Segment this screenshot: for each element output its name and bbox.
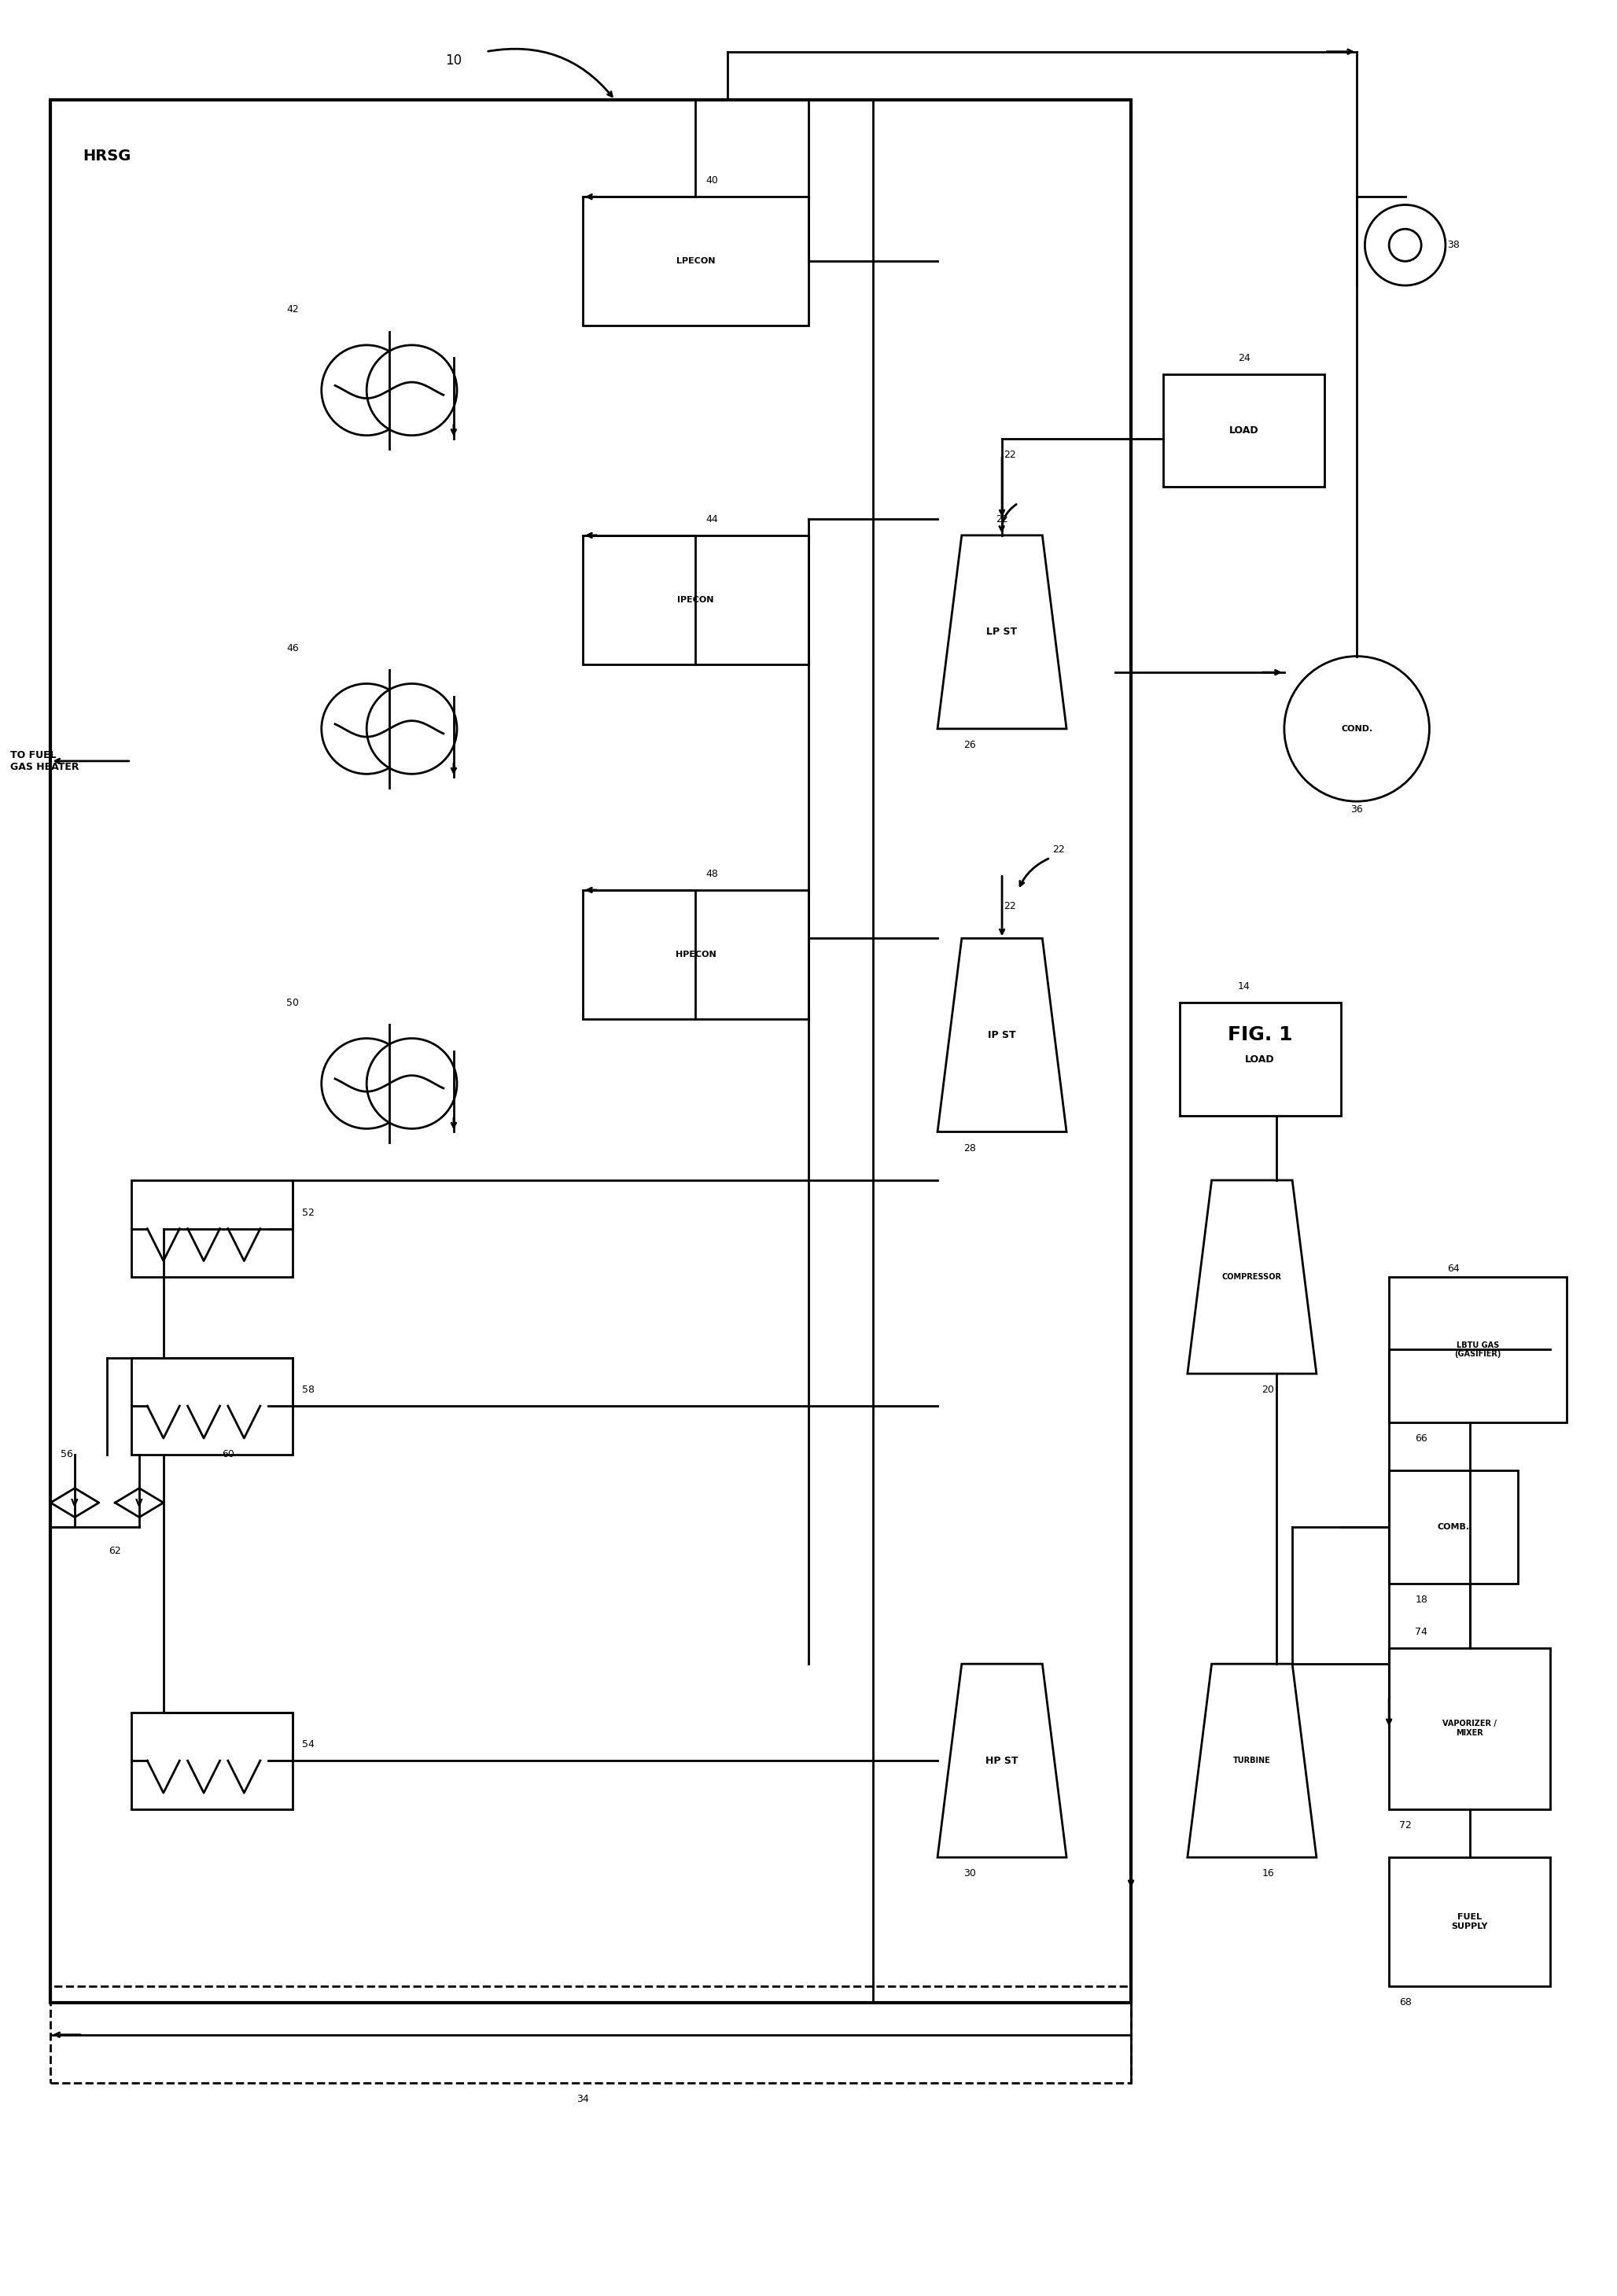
Bar <box>131 1180 293 1277</box>
Text: 62: 62 <box>108 1545 121 1557</box>
Text: 24: 24 <box>1237 354 1250 363</box>
Polygon shape <box>938 939 1067 1132</box>
Text: 16: 16 <box>1261 1869 1274 1878</box>
Bar <box>1389 1649 1551 1809</box>
Text: 22: 22 <box>996 514 1009 523</box>
Polygon shape <box>938 1665 1067 1857</box>
Polygon shape <box>1187 1180 1316 1373</box>
Text: HP ST: HP ST <box>986 1756 1019 1766</box>
Text: HRSG: HRSG <box>82 149 131 163</box>
Text: 10: 10 <box>445 53 462 69</box>
Circle shape <box>322 1038 412 1130</box>
Text: FUEL
SUPPLY: FUEL SUPPLY <box>1452 1913 1488 1931</box>
Bar <box>582 891 808 1019</box>
Text: TURBINE: TURBINE <box>1234 1756 1271 1766</box>
Text: 42: 42 <box>286 305 299 315</box>
Polygon shape <box>1187 1665 1316 1857</box>
Bar <box>1179 1003 1340 1116</box>
Text: 34: 34 <box>577 2094 589 2105</box>
Text: 28: 28 <box>964 1143 977 1153</box>
Text: 50: 50 <box>286 999 299 1008</box>
Bar <box>50 101 1130 2002</box>
Text: COMB.: COMB. <box>1438 1522 1470 1531</box>
Bar <box>1389 1857 1551 1986</box>
Text: 36: 36 <box>1350 804 1363 815</box>
Text: 66: 66 <box>1415 1433 1428 1444</box>
Circle shape <box>367 684 458 774</box>
Circle shape <box>1284 657 1429 801</box>
Bar <box>1389 1469 1518 1584</box>
Text: 58: 58 <box>302 1384 315 1396</box>
Bar <box>582 535 808 664</box>
Text: 64: 64 <box>1447 1263 1460 1274</box>
Text: HPECON: HPECON <box>676 951 716 957</box>
Text: 22: 22 <box>1004 450 1015 459</box>
Circle shape <box>1365 204 1446 285</box>
Text: 46: 46 <box>286 643 299 654</box>
Text: COND.: COND. <box>1340 726 1373 732</box>
Bar <box>582 197 808 326</box>
Text: LP ST: LP ST <box>986 627 1017 638</box>
Circle shape <box>322 344 412 436</box>
Text: FIG. 1: FIG. 1 <box>1227 1026 1292 1045</box>
Text: LPECON: LPECON <box>676 257 715 264</box>
Text: 60: 60 <box>222 1449 234 1460</box>
Text: 20: 20 <box>1261 1384 1274 1396</box>
Text: V: V <box>71 1497 79 1508</box>
Text: LOAD: LOAD <box>1245 1054 1274 1065</box>
Text: 38: 38 <box>1447 241 1460 250</box>
Polygon shape <box>938 535 1067 728</box>
Text: 18: 18 <box>1415 1593 1428 1605</box>
Text: 44: 44 <box>705 514 718 523</box>
Text: 14: 14 <box>1237 983 1250 992</box>
Text: 30: 30 <box>964 1869 977 1878</box>
Text: VAPORIZER /
MIXER: VAPORIZER / MIXER <box>1442 1720 1497 1736</box>
Circle shape <box>367 1038 458 1130</box>
Text: 52: 52 <box>302 1208 315 1217</box>
Bar <box>1163 374 1324 487</box>
Text: COMPRESSOR: COMPRESSOR <box>1222 1272 1282 1281</box>
Text: IPECON: IPECON <box>678 597 713 604</box>
Text: 56: 56 <box>60 1449 73 1460</box>
Circle shape <box>322 684 412 774</box>
Text: TO FUEL
GAS HEATER: TO FUEL GAS HEATER <box>10 751 79 771</box>
Text: 54: 54 <box>302 1740 315 1750</box>
Text: 48: 48 <box>705 868 718 879</box>
Bar <box>1389 1277 1567 1421</box>
Text: 40: 40 <box>705 174 718 186</box>
Text: 72: 72 <box>1399 1821 1412 1830</box>
Text: 22: 22 <box>1053 845 1064 854</box>
Bar <box>50 1986 1130 2082</box>
Circle shape <box>367 344 458 436</box>
Text: LOAD: LOAD <box>1229 425 1258 436</box>
Text: 68: 68 <box>1399 1998 1412 2007</box>
Text: 26: 26 <box>964 739 977 751</box>
Text: LBTU GAS
(GASIFIER): LBTU GAS (GASIFIER) <box>1454 1341 1501 1357</box>
Text: IP ST: IP ST <box>988 1031 1015 1040</box>
Text: 74: 74 <box>1415 1626 1428 1637</box>
Text: V: V <box>136 1497 142 1508</box>
Bar <box>131 1713 293 1809</box>
Text: 22: 22 <box>1004 900 1015 912</box>
Circle shape <box>1389 230 1421 262</box>
Bar <box>131 1357 293 1453</box>
